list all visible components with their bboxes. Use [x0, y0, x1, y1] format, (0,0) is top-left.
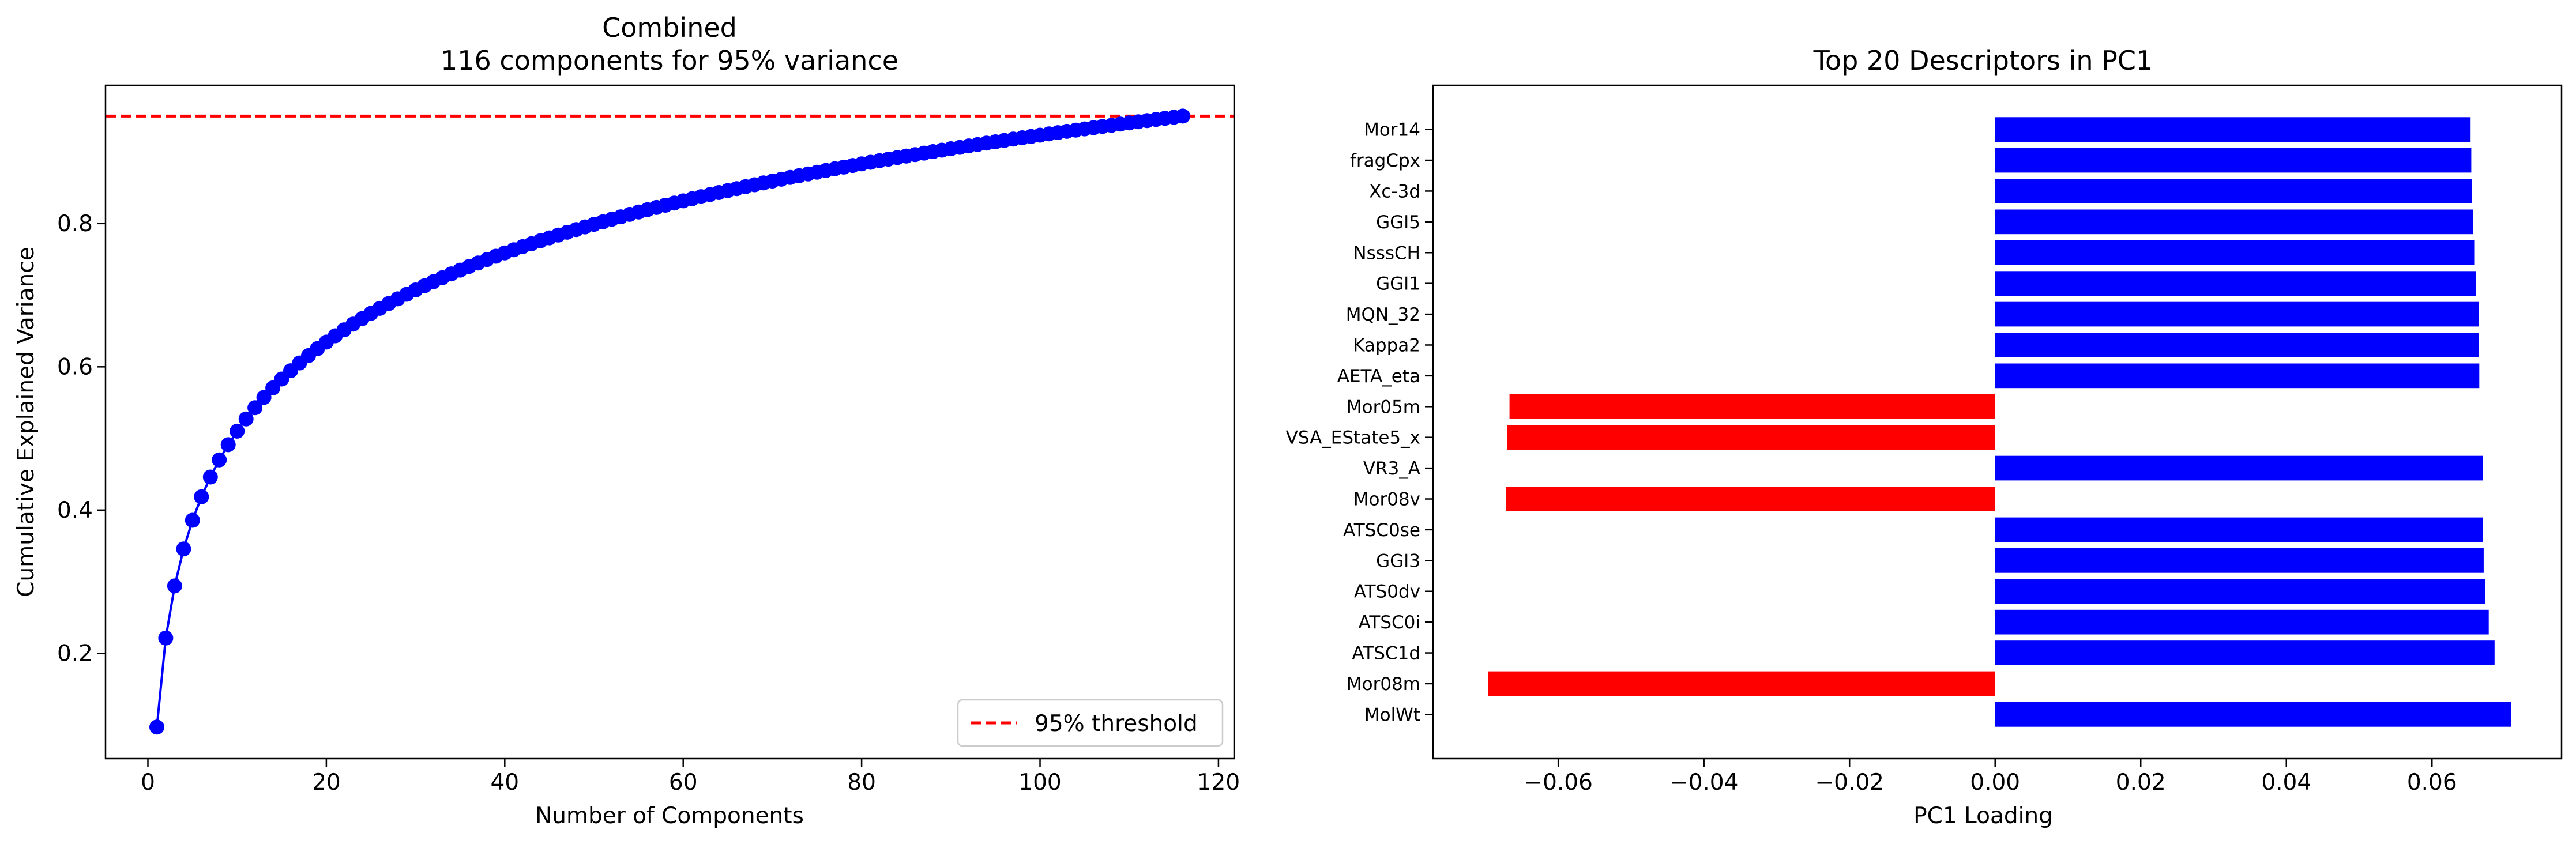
x-tick-label: 80 [847, 770, 876, 796]
bar-atsc1d [1995, 640, 2495, 665]
x-tick-label: 0 [141, 770, 155, 796]
bar-aeta-eta [1995, 363, 2480, 389]
bar-xc-3d [1995, 179, 2472, 203]
bar-vr3-a [1995, 455, 2483, 481]
y-tick-label: 0.4 [57, 498, 93, 523]
category-label: ATSC1d [1352, 643, 1420, 664]
bar-kappa2 [1995, 333, 2479, 357]
bar-atsc0se [1995, 517, 2483, 542]
right-chart: Top 20 Descriptors in PC1 −0.06 −0.04 −0.0… [1286, 45, 2563, 829]
x-tick-label: −0.02 [1815, 770, 1884, 796]
right-chart-title: Top 20 Descriptors in PC1 [1813, 45, 2153, 76]
data-point [247, 400, 263, 416]
bar-molwt [1995, 702, 2511, 727]
left-chart-title-line-1: Combined [602, 12, 737, 43]
bar-ats0dv [1995, 579, 2485, 604]
data-point [220, 437, 236, 453]
data-point [185, 512, 200, 528]
category-label: GGI5 [1376, 212, 1420, 233]
left-plot-area [106, 108, 1234, 735]
x-tick-label: 60 [669, 770, 698, 796]
data-point [167, 578, 182, 594]
category-label: GGI3 [1376, 551, 1420, 571]
bar-ggi3 [1995, 548, 2484, 573]
bar-mqn-32 [1995, 301, 2479, 327]
bar-mor08m [1488, 671, 1995, 696]
data-point [230, 423, 245, 439]
category-label: Kappa2 [1353, 335, 1420, 356]
right-axes-frame [1432, 84, 2563, 760]
category-label: ATSC0i [1359, 612, 1420, 633]
bar-mor14 [1995, 117, 2471, 142]
data-point [149, 719, 164, 735]
x-tick-label: −0.06 [1524, 770, 1593, 796]
left-y-axis-label: Cumulative Explained Variance [13, 247, 39, 597]
bar-vsa-estate5-x [1507, 425, 1995, 450]
bar-mor05m [1509, 394, 1995, 419]
right-y-axis-ticks: MolWt Mor08m ATSC1d ATSC0i ATS0dv GGI3 ATSC0se… [1286, 120, 1433, 725]
category-label: MQN_32 [1346, 304, 1420, 325]
data-point [158, 630, 174, 646]
category-label: Mor05m [1347, 397, 1420, 417]
category-label: NsssCH [1353, 243, 1420, 263]
left-chart-title-line-2: 116 components for 95% variance [441, 45, 898, 76]
data-point [256, 390, 272, 405]
left-chart: Combined 116 components for 95% variance… [13, 12, 1240, 829]
legend-box [957, 699, 1224, 747]
bar-atsc0i [1995, 609, 2489, 635]
bar-ggi1 [1995, 271, 2476, 296]
right-x-axis-ticks: −0.06 −0.04 −0.02 0.00 0.02 0.04 0.06 [1524, 759, 2457, 796]
legend: 95% threshold [957, 699, 1224, 747]
x-tick-label: 120 [1197, 770, 1240, 796]
data-point [202, 469, 218, 485]
x-tick-label: 0.06 [2407, 770, 2457, 796]
category-label: VSA_EState5_x [1286, 428, 1420, 449]
data-point [194, 489, 209, 504]
category-label: VR3_A [1363, 458, 1420, 479]
x-tick-label: 40 [490, 770, 519, 796]
left-x-axis-label: Number of Components [535, 803, 804, 829]
left-y-axis-ticks: 0.2 0.4 0.6 0.8 [57, 211, 106, 666]
category-label: fragCpx [1350, 150, 1420, 171]
category-label: GGI1 [1376, 274, 1420, 295]
x-tick-label: −0.04 [1669, 770, 1739, 796]
right-bars [1488, 117, 2511, 727]
category-label: AETA_eta [1337, 366, 1420, 387]
bar-fragcpx [1995, 148, 2472, 173]
category-label: Mor08v [1353, 489, 1420, 510]
data-point [1175, 108, 1190, 124]
y-tick-label: 0.8 [57, 211, 93, 237]
bar-nsssch [1995, 240, 2475, 265]
bar-ggi5 [1995, 209, 2473, 235]
category-label: ATS0dv [1354, 582, 1420, 602]
left-axes-frame [104, 84, 1235, 760]
x-tick-label: 0.00 [1970, 770, 2020, 796]
category-label: Mor14 [1364, 120, 1420, 141]
data-point [238, 411, 254, 427]
x-tick-label: 20 [312, 770, 341, 796]
right-x-axis-label: PC1 Loading [1913, 803, 2053, 829]
legend-threshold-label: 95% threshold [1035, 711, 1198, 737]
category-label: Mor08m [1347, 674, 1420, 695]
data-point [212, 452, 227, 468]
x-tick-label: 0.04 [2261, 770, 2311, 796]
bar-mor08v [1506, 487, 1995, 511]
category-label: MolWt [1364, 704, 1420, 725]
x-tick-label: 0.02 [2116, 770, 2166, 796]
y-tick-label: 0.6 [57, 354, 93, 380]
category-label: ATSC0se [1343, 520, 1420, 541]
x-tick-label: 100 [1018, 770, 1061, 796]
data-point [176, 541, 191, 557]
y-tick-label: 0.2 [57, 640, 93, 666]
left-x-axis-ticks: 0 20 40 60 80 100 120 [141, 759, 1240, 796]
category-label: Xc-3d [1369, 181, 1420, 202]
